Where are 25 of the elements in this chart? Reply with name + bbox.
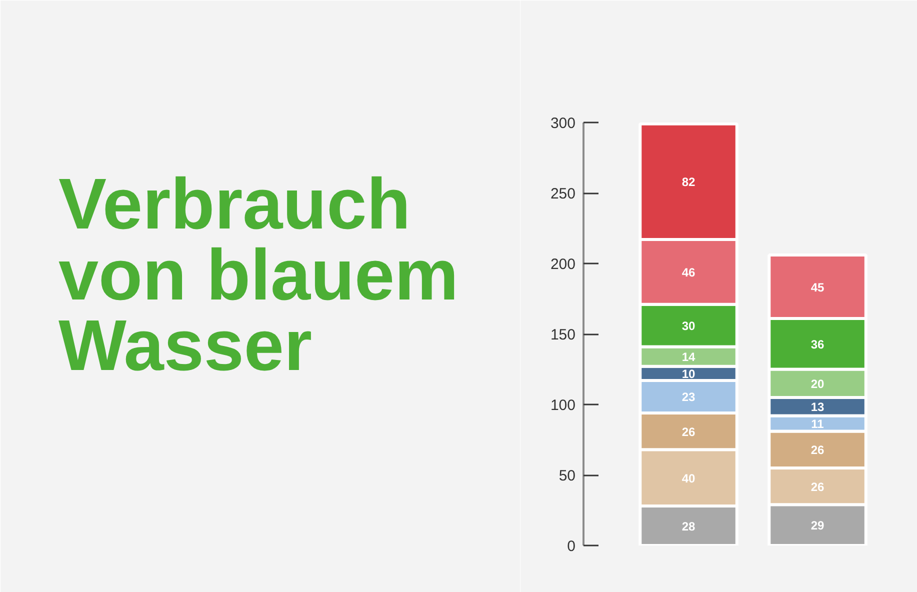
- data-label: 26: [682, 424, 696, 439]
- y-tick-label: 200: [550, 256, 576, 273]
- data-label: 45: [810, 280, 825, 294]
- data-label: 11: [811, 417, 824, 432]
- text: Verbrauch von blauem Wasser: [58, 164, 459, 386]
- data-label: 30: [682, 319, 696, 334]
- data-label: 46: [682, 265, 696, 280]
- y-tick-label: 300: [550, 115, 576, 132]
- data-label: 40: [682, 471, 696, 486]
- y-tick-label: 100: [550, 397, 576, 414]
- y-tick-label: 150: [550, 326, 576, 344]
- y-tick-label: 50: [558, 468, 576, 484]
- data-label: 29: [810, 518, 825, 533]
- data-label: 26: [810, 480, 825, 494]
- y-tick-label: 250: [550, 186, 576, 202]
- data-label: 13: [810, 400, 825, 414]
- data-label: 23: [682, 390, 696, 404]
- data-label: 10: [682, 366, 696, 381]
- data-label: 28: [682, 519, 696, 534]
- data-label: 36: [810, 337, 825, 352]
- data-label: 20: [810, 376, 825, 391]
- y-tick-label: 0: [567, 538, 576, 555]
- data-label: 26: [810, 443, 825, 458]
- data-label: 14: [682, 350, 696, 364]
- data-label: 82: [682, 175, 696, 190]
